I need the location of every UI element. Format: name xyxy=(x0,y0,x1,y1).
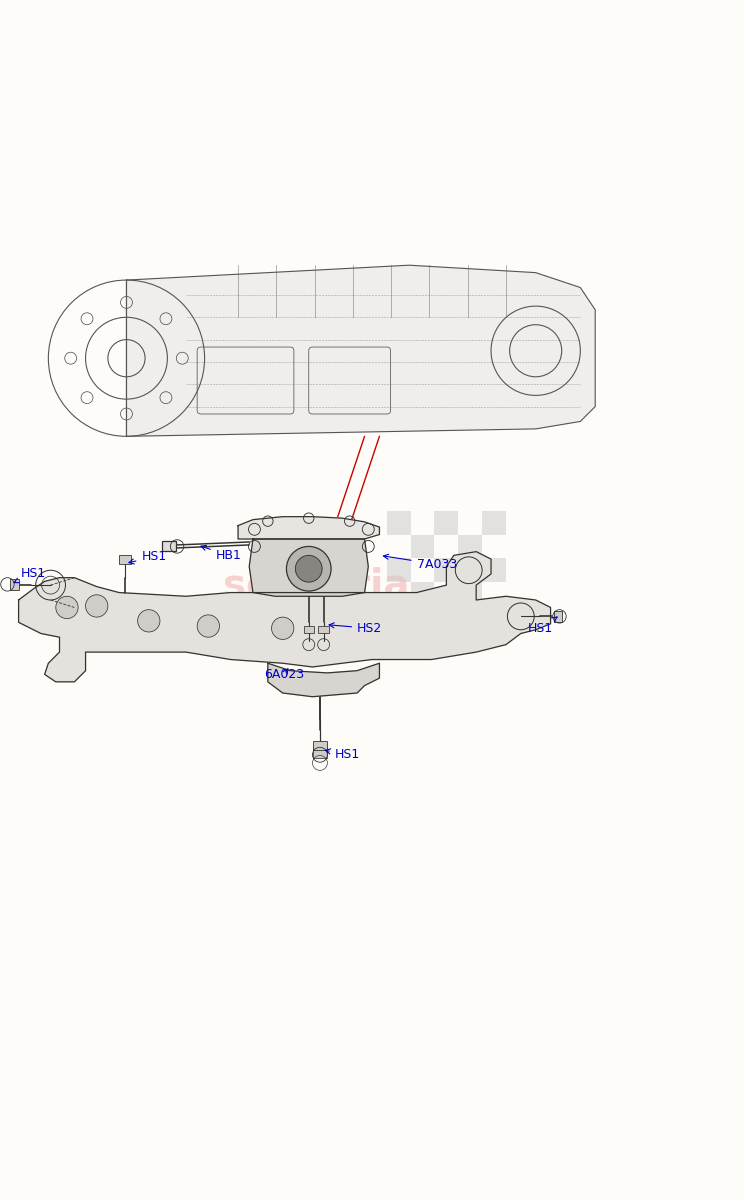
Text: 7A033: 7A033 xyxy=(383,554,457,571)
Text: HS1: HS1 xyxy=(129,551,167,564)
Bar xyxy=(411,534,434,558)
Text: HS1: HS1 xyxy=(325,749,360,761)
Bar xyxy=(458,582,482,606)
Bar xyxy=(458,534,482,558)
Circle shape xyxy=(86,595,108,617)
Bar xyxy=(482,558,506,582)
Bar xyxy=(313,742,327,750)
Bar xyxy=(318,626,329,634)
Bar xyxy=(411,582,434,606)
Bar xyxy=(387,558,411,582)
Text: HS1: HS1 xyxy=(14,566,46,583)
Circle shape xyxy=(138,610,160,632)
Text: HS1: HS1 xyxy=(528,617,557,635)
Bar xyxy=(387,511,411,534)
Text: 6A023: 6A023 xyxy=(264,668,304,680)
Bar xyxy=(119,554,131,564)
Text: HS2: HS2 xyxy=(329,622,382,635)
Polygon shape xyxy=(126,265,595,437)
Bar xyxy=(554,611,562,622)
Bar xyxy=(387,606,411,630)
Polygon shape xyxy=(238,517,379,539)
Circle shape xyxy=(272,617,294,640)
Text: c a r   a r t: c a r a r t xyxy=(223,595,318,613)
Circle shape xyxy=(197,614,219,637)
Bar xyxy=(304,626,314,634)
Polygon shape xyxy=(19,552,551,682)
Bar xyxy=(482,606,506,630)
Bar xyxy=(313,748,327,757)
Bar xyxy=(434,511,458,534)
Circle shape xyxy=(286,546,331,592)
Circle shape xyxy=(56,596,78,618)
Bar xyxy=(162,541,176,551)
Text: scuderia: scuderia xyxy=(223,566,410,604)
Text: HB1: HB1 xyxy=(201,545,242,562)
Bar xyxy=(434,606,458,630)
Bar xyxy=(482,511,506,534)
Bar xyxy=(10,580,19,589)
Polygon shape xyxy=(249,539,368,596)
Circle shape xyxy=(295,556,322,582)
Bar xyxy=(434,558,458,582)
Polygon shape xyxy=(268,664,379,697)
